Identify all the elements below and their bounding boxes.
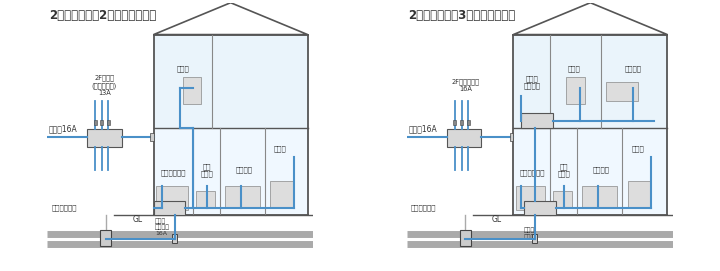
Bar — [567, 77, 585, 104]
Text: 2階水栓箇所が2箇所以下の場合: 2階水栓箇所が2箇所以下の場合 — [49, 9, 156, 22]
Bar — [553, 191, 572, 207]
Bar — [454, 120, 456, 125]
Bar — [582, 186, 617, 207]
Text: GL: GL — [492, 215, 502, 224]
Text: 2F機器へ
(バルブ付き)
13A: 2F機器へ (バルブ付き) 13A — [92, 75, 117, 96]
Bar — [101, 230, 111, 246]
Bar — [153, 128, 307, 215]
Polygon shape — [153, 3, 307, 35]
Bar — [153, 201, 186, 215]
Bar — [628, 181, 652, 207]
Bar — [150, 133, 153, 141]
Bar — [107, 120, 110, 125]
Bar — [100, 120, 104, 125]
Bar — [460, 120, 463, 125]
Text: トイレ: トイレ — [568, 66, 581, 72]
Text: ユニットバス: ユニットバス — [161, 169, 186, 176]
Bar — [156, 186, 188, 210]
Bar — [183, 77, 202, 104]
Bar — [153, 35, 307, 128]
Bar — [532, 234, 537, 243]
Text: マルチ
ヘッダー: マルチ ヘッダー — [523, 75, 541, 89]
Bar — [516, 186, 545, 210]
Bar — [460, 230, 471, 246]
Text: マルチ
ヘッダー
16A: マルチ ヘッダー 16A — [155, 218, 170, 236]
Polygon shape — [513, 3, 667, 35]
Bar — [271, 181, 294, 207]
Text: 引込み16A: 引込み16A — [49, 124, 78, 133]
Bar — [606, 82, 638, 101]
Bar — [521, 113, 553, 128]
Text: キッチン: キッチン — [624, 66, 642, 72]
Text: 2階水栓箇所が3箇所以上の場合: 2階水栓箇所が3箇所以上の場合 — [408, 9, 516, 22]
Bar — [524, 201, 556, 215]
Bar — [510, 133, 513, 141]
Text: キッチン: キッチン — [235, 167, 253, 173]
Text: GL: GL — [132, 215, 143, 224]
Text: 水道メーター: 水道メーター — [411, 204, 436, 211]
Bar — [172, 234, 178, 243]
Text: マルチ
ヘッダー: マルチ ヘッダー — [524, 228, 539, 240]
Text: 洗面
化粧台: 洗面 化粧台 — [557, 163, 570, 177]
Text: 洗濯機: 洗濯機 — [274, 146, 286, 152]
Bar — [513, 128, 667, 215]
Text: 引込み16A: 引込み16A — [408, 124, 437, 133]
Text: 2Fヘッダーへ
16A: 2Fヘッダーへ 16A — [451, 78, 480, 92]
Bar — [513, 35, 667, 128]
Bar — [467, 120, 469, 125]
Text: 水道メーター: 水道メーター — [51, 204, 77, 211]
Bar — [87, 129, 122, 147]
Bar — [196, 191, 215, 207]
Text: 洗面
化粧台: 洗面 化粧台 — [200, 163, 213, 177]
Text: キッチン: キッチン — [593, 167, 609, 173]
Text: 洗濯機: 洗濯機 — [631, 146, 644, 152]
Text: トイレ: トイレ — [176, 66, 189, 72]
Bar — [447, 129, 482, 147]
Bar — [94, 120, 96, 125]
Text: ユニットバス: ユニットバス — [519, 169, 544, 176]
Bar — [225, 186, 260, 207]
